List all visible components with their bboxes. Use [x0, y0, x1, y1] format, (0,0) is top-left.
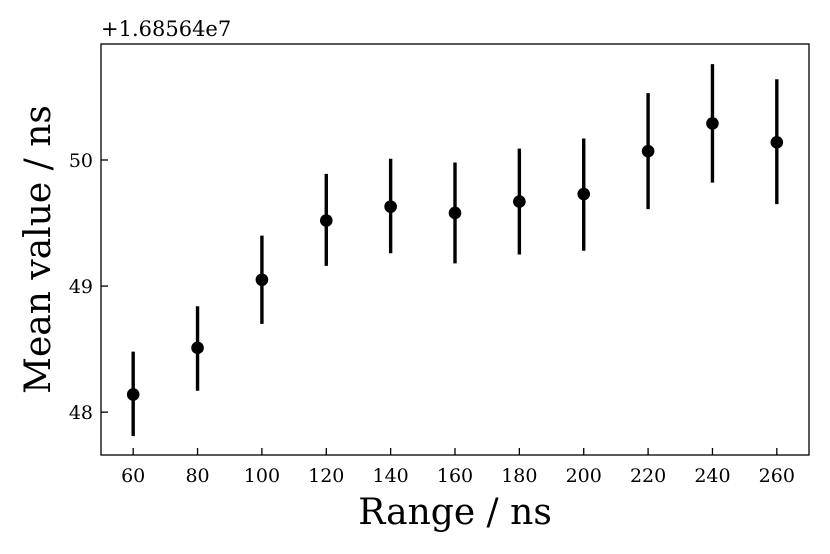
data-point: [448, 206, 462, 220]
x-tick-label: 60: [121, 465, 145, 487]
x-tick-label: 140: [373, 465, 409, 487]
y-tick-label: 48: [69, 402, 93, 424]
y-tick-label: 49: [69, 276, 93, 298]
data-point: [770, 136, 784, 149]
x-tick-label: 120: [308, 465, 344, 487]
data-point: [319, 214, 333, 227]
x-tick-label: 220: [630, 465, 666, 487]
data-point: [191, 341, 204, 355]
x-tick-label: 180: [501, 465, 537, 487]
x-axis-label: Range / ns: [358, 492, 552, 533]
data-point: [126, 388, 140, 401]
data-point: [513, 195, 526, 208]
plot-layer: [126, 64, 784, 437]
x-tick-label: 240: [694, 465, 730, 487]
x-tick-label: 200: [566, 465, 602, 487]
ticks-layer: 60 80 100 120 140 160 180 200 220 240 260 48 49 50: [69, 150, 795, 487]
data-point: [706, 117, 719, 130]
y-tick-label: 50: [69, 150, 93, 172]
data-point: [384, 200, 397, 213]
data-point: [255, 273, 269, 287]
data-point: [577, 187, 591, 201]
x-tick-label: 160: [437, 465, 473, 487]
data-point: [641, 144, 655, 158]
y-axis-label: Mean value / ns: [18, 105, 59, 394]
y-offset-label: +1.68564e7: [101, 17, 231, 41]
x-tick-label: 100: [244, 465, 280, 487]
x-tick-label: 80: [185, 465, 209, 487]
x-tick-label: 260: [759, 465, 795, 487]
